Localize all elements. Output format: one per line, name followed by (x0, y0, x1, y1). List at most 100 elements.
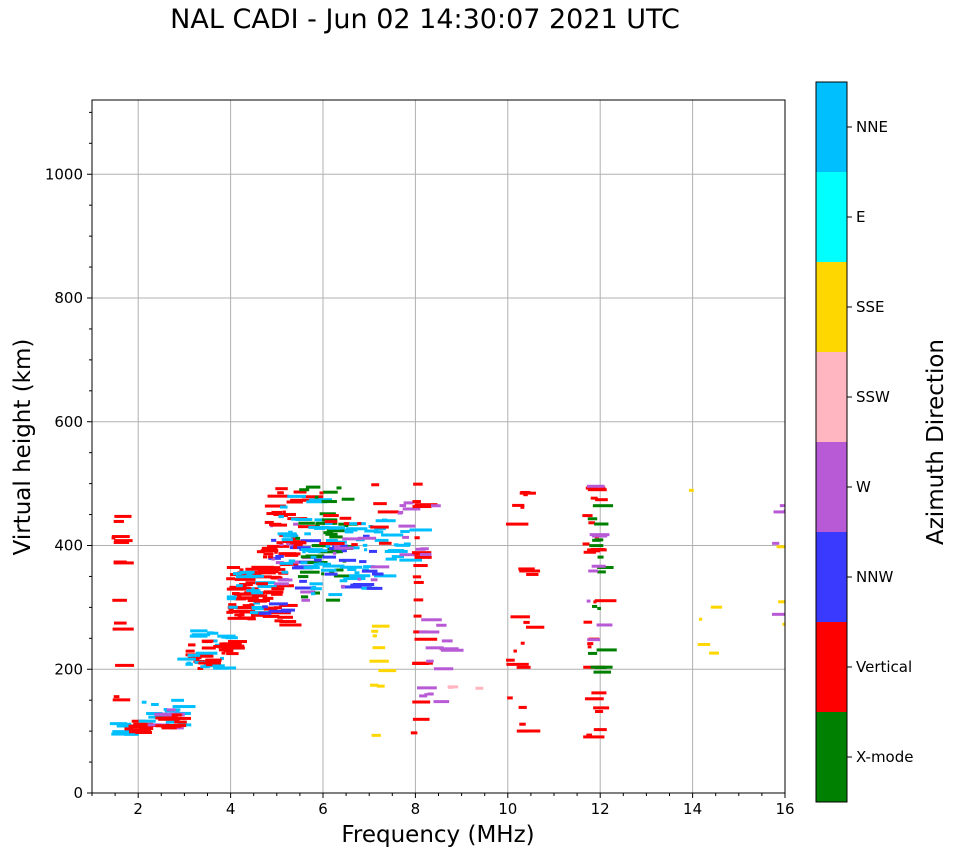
echo-mark-vertical (158, 717, 180, 721)
echo-mark-vertical (112, 627, 134, 631)
echo-mark-vertical (267, 555, 274, 559)
echo-mark-vertical (593, 728, 607, 732)
colorbar: X-mode Vertical NNW W SSW SSE E NNE (816, 82, 913, 802)
echo-mark-nne (281, 570, 289, 574)
echo-mark-vertical (587, 488, 607, 492)
echo-mark-nne (322, 564, 345, 568)
echo-mark-nne (186, 661, 192, 665)
echo-mark-nnw (359, 560, 367, 564)
echo-mark-nne (306, 500, 328, 504)
echo-mark-nne (373, 530, 384, 534)
echo-mark-vertical (271, 587, 285, 591)
echo-mark-w (370, 578, 378, 582)
echo-mark-nne (309, 582, 323, 586)
echo-mark-nne (277, 532, 297, 536)
echo-mark-vertical (516, 665, 531, 669)
echo-mark-sse (782, 622, 785, 626)
echo-mark-vertical (582, 514, 593, 518)
echo-mark-vertical (115, 663, 135, 667)
echo-mark-nne (354, 571, 360, 575)
echo-mark-vertical (253, 599, 267, 603)
echo-mark-nne (347, 568, 357, 572)
echo-mark-nne (226, 595, 237, 599)
echo-mark-vertical (113, 695, 120, 699)
echo-mark-nnw (268, 602, 288, 606)
echo-mark-vertical (414, 503, 438, 507)
echo-mark-nne (116, 724, 128, 728)
echo-mark-vertical (236, 597, 242, 601)
echo-mark-x-mode (314, 544, 328, 548)
echo-mark-vertical (264, 504, 286, 508)
echo-mark-vertical (301, 495, 324, 499)
echo-mark-vertical (242, 587, 259, 591)
echo-mark-vertical (245, 567, 264, 571)
echo-mark-nne (325, 544, 331, 548)
echo-mark-vertical (520, 490, 531, 494)
echo-mark-vertical (236, 592, 251, 596)
y-tick-label: 600 (54, 413, 83, 431)
echo-mark-x-mode (597, 606, 601, 610)
echo-mark-nnw (300, 539, 322, 543)
echo-mark-nne (172, 705, 196, 709)
echo-mark-sse (376, 684, 385, 688)
echo-mark-vertical (278, 552, 297, 556)
echo-mark-sse (778, 600, 785, 604)
echo-mark-w (425, 646, 444, 650)
echo-mark-vertical (226, 652, 239, 656)
echo-mark-vertical (111, 535, 130, 539)
echo-mark-vertical (250, 613, 265, 617)
echo-mark-w (271, 557, 276, 561)
echo-mark-w (439, 647, 459, 651)
echo-mark-nne (279, 561, 294, 565)
echo-mark-vertical (513, 649, 517, 653)
echo-mark-vertical (583, 620, 593, 624)
echo-mark-vertical (411, 551, 432, 555)
echo-mark-nne (363, 548, 368, 552)
echo-mark-vertical (277, 615, 294, 619)
echo-mark-vertical (293, 490, 307, 494)
echo-mark-x-mode (593, 670, 612, 674)
echo-mark-nne (321, 568, 337, 572)
echo-mark-w (399, 504, 407, 508)
echo-mark-nne (281, 538, 293, 542)
echo-mark-x-mode (299, 488, 310, 492)
echo-mark-nne (340, 565, 363, 569)
echo-mark-vertical (273, 512, 296, 516)
echo-mark-vertical (319, 491, 324, 495)
echo-mark-nnw (368, 549, 377, 553)
echo-mark-w (587, 638, 600, 642)
echo-mark-x-mode (298, 521, 315, 525)
echo-mark-vertical (351, 543, 358, 547)
echo-mark-w (300, 590, 316, 594)
echo-mark-vertical (271, 510, 283, 514)
echo-mark-x-mode (314, 495, 319, 499)
echo-mark-vertical (286, 500, 303, 504)
x-axis: 2 4 6 8 10 12 14 16 (91, 793, 795, 818)
echo-mark-vertical (113, 519, 124, 523)
echo-mark-vertical (282, 510, 286, 514)
echo-mark-vertical (413, 598, 424, 602)
echo-mark-vertical (222, 642, 242, 646)
echo-mark-x-mode (314, 591, 321, 595)
echo-mark-nne (226, 597, 237, 601)
echo-mark-w (596, 623, 613, 627)
echo-mark-x-mode (305, 485, 321, 489)
echo-mark-vertical (141, 724, 146, 728)
echo-mark-nne (109, 722, 127, 726)
echo-mark-w (357, 536, 377, 540)
echo-mark-nnw (313, 558, 322, 562)
echo-mark-vertical (256, 582, 268, 586)
echo-mark-nne (295, 518, 313, 522)
echo-mark-nne (364, 529, 379, 533)
echo-mark-vertical (379, 541, 392, 545)
echo-mark-vertical (131, 725, 143, 729)
echo-mark-nne (171, 698, 185, 702)
echo-mark-x-mode (587, 517, 598, 521)
echo-mark-vertical (414, 555, 432, 559)
echo-mark-w (586, 484, 605, 488)
echo-mark-vertical (113, 540, 130, 544)
echo-mark-nne (233, 572, 242, 576)
echo-mark-nne (257, 584, 279, 588)
echo-mark-nnw (361, 569, 378, 573)
echo-mark-vertical (520, 729, 541, 733)
